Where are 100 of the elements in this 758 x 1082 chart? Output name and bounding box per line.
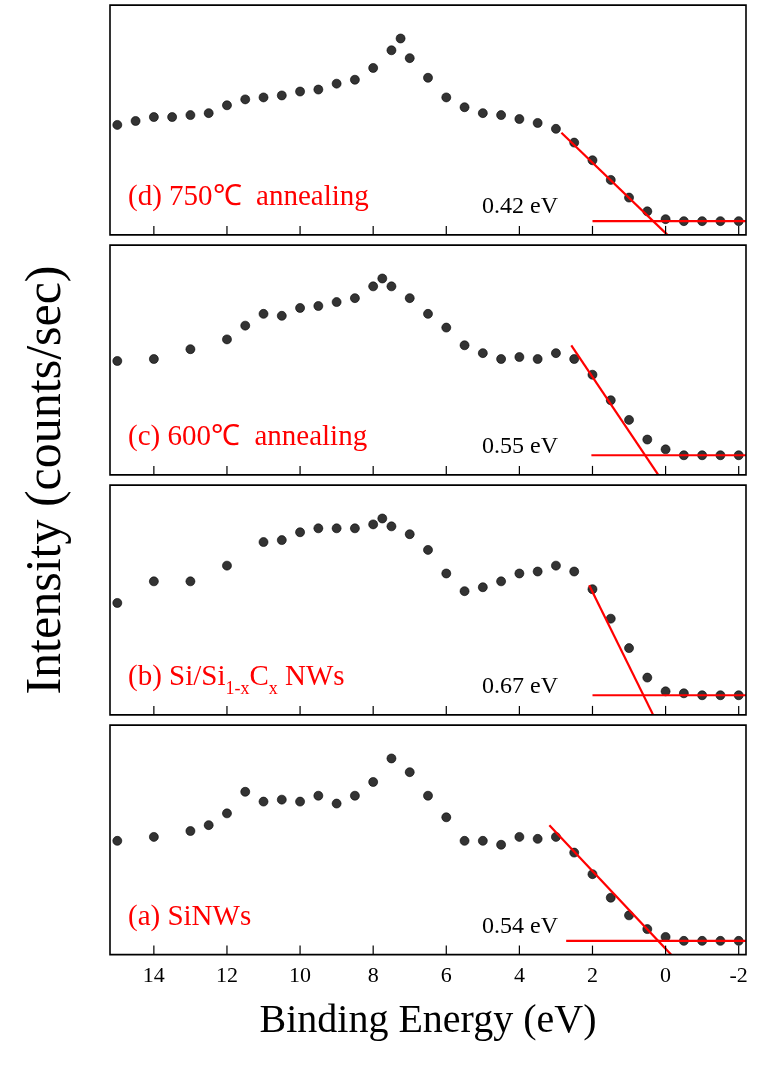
point (240, 320, 251, 331)
point (459, 836, 470, 846)
text: (c) 600℃ annealing (128, 418, 368, 452)
point (514, 114, 525, 124)
x-tick-label: 8 (367, 961, 379, 987)
x-tick-label: 4 (513, 961, 525, 987)
point (441, 322, 452, 333)
point (532, 566, 543, 577)
point (386, 281, 397, 292)
point (368, 777, 378, 787)
point (441, 812, 452, 823)
point (130, 116, 141, 126)
point (423, 309, 433, 319)
point (350, 293, 360, 303)
point (386, 521, 397, 532)
point (350, 523, 360, 534)
annotation: 0.55 eV (482, 431, 559, 458)
point (276, 794, 287, 805)
point (112, 836, 123, 846)
point (149, 112, 159, 122)
x-tick-label: 2 (586, 961, 598, 987)
point (514, 352, 525, 362)
point (532, 834, 543, 844)
point (331, 523, 342, 534)
point (624, 415, 634, 425)
point (569, 354, 580, 364)
x-tick-label: 10 (289, 961, 312, 987)
point (496, 839, 506, 850)
point (478, 108, 488, 118)
point (404, 53, 415, 63)
point (203, 108, 214, 118)
point (149, 576, 159, 587)
y-axis-title: Intensity (counts/sec) (13, 265, 72, 695)
point (551, 348, 561, 358)
point (532, 354, 543, 364)
text: (a) SiNWs (128, 898, 252, 932)
point (331, 798, 342, 809)
text: (d) 750℃ annealing (128, 178, 369, 212)
point (478, 836, 488, 846)
x-tick-label: 14 (142, 961, 165, 987)
point (295, 86, 305, 97)
point (149, 832, 159, 842)
point (112, 598, 123, 608)
point (441, 568, 452, 579)
point (331, 78, 342, 89)
point (642, 672, 653, 683)
annotation: 0.54 eV (482, 911, 559, 938)
point (185, 344, 196, 354)
point (496, 354, 506, 364)
point (368, 519, 378, 530)
point (222, 808, 232, 819)
point (423, 545, 433, 555)
point (313, 523, 324, 534)
point (377, 513, 388, 524)
point (551, 560, 561, 571)
point (258, 92, 269, 103)
point (514, 568, 525, 579)
point (441, 92, 452, 103)
point (423, 790, 433, 801)
point (203, 820, 214, 830)
x-tick-label: 12 (215, 961, 238, 987)
point (295, 527, 305, 538)
point (404, 767, 415, 777)
x-axis-title: Binding Energy (eV) (259, 995, 597, 1041)
point (222, 100, 232, 111)
point (660, 444, 671, 455)
point (551, 124, 561, 134)
point (395, 33, 406, 44)
point (605, 613, 616, 624)
point (478, 348, 488, 358)
point (404, 293, 415, 303)
point (112, 356, 123, 366)
point (459, 102, 470, 113)
point (276, 311, 287, 321)
point (423, 72, 433, 83)
point (240, 786, 251, 797)
point (313, 790, 324, 801)
point (624, 643, 634, 653)
point (459, 340, 470, 351)
x-tick-label: 6 (440, 961, 452, 987)
point (478, 582, 488, 593)
point (496, 576, 506, 587)
point (240, 94, 251, 105)
point (185, 826, 196, 836)
point (313, 301, 324, 311)
point (112, 120, 123, 130)
point (185, 110, 196, 120)
point (276, 535, 287, 545)
point (167, 112, 177, 122)
point (350, 790, 360, 801)
point (532, 118, 543, 128)
point (350, 74, 360, 85)
point (368, 63, 378, 73)
point (295, 796, 305, 807)
point (258, 309, 269, 319)
point (496, 110, 506, 120)
x-tick-label: 0 (660, 961, 672, 987)
point (313, 84, 324, 95)
point (185, 576, 196, 587)
point (276, 90, 287, 101)
